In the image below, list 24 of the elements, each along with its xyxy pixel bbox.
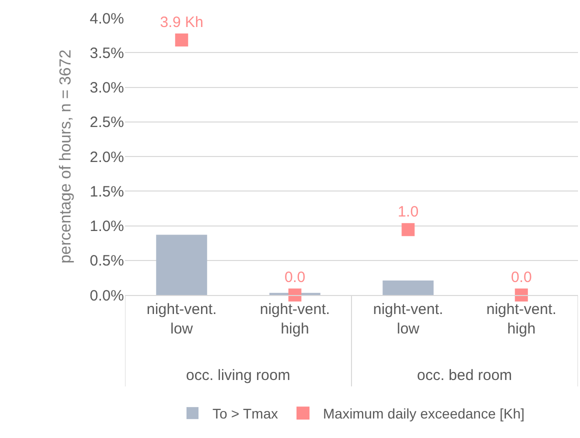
bar bbox=[382, 280, 434, 295]
data-label: 0.0 bbox=[510, 269, 532, 286]
text: occ. living room bbox=[186, 367, 290, 384]
x-tick-label: night-vent. low bbox=[373, 301, 444, 338]
data-label: 1.0 bbox=[398, 204, 419, 221]
y-tick-label: 4.0% bbox=[90, 10, 124, 28]
data-label: 0.0 bbox=[284, 269, 306, 286]
y-tick-label: 1.5% bbox=[90, 183, 124, 200]
y-tick-label: 0.5% bbox=[90, 252, 124, 270]
x-tick-label: night-vent. high bbox=[486, 301, 556, 338]
y-tick-label: 2.5% bbox=[90, 114, 124, 132]
bar bbox=[156, 234, 208, 295]
text: occ. bed room bbox=[417, 367, 512, 384]
y-tick-label: 0.0% bbox=[90, 287, 124, 304]
legend-label: Maximum daily exceedance [Kh] bbox=[323, 406, 525, 422]
y-tick-label: 1.0% bbox=[90, 218, 124, 235]
y-tick-label: 2.0% bbox=[90, 148, 124, 166]
x-tick-label: night-vent. high bbox=[260, 301, 330, 338]
y-tick-label: 3.5% bbox=[90, 44, 124, 62]
legend-label: To > Tmax bbox=[212, 406, 278, 422]
x-tick-label: night-vent. low bbox=[146, 301, 217, 338]
y-tick-label: 3.0% bbox=[90, 80, 124, 96]
y-axis-title: percentage of hours, n = 3672 bbox=[58, 49, 75, 264]
data-label: 3.9 Kh bbox=[160, 14, 204, 32]
